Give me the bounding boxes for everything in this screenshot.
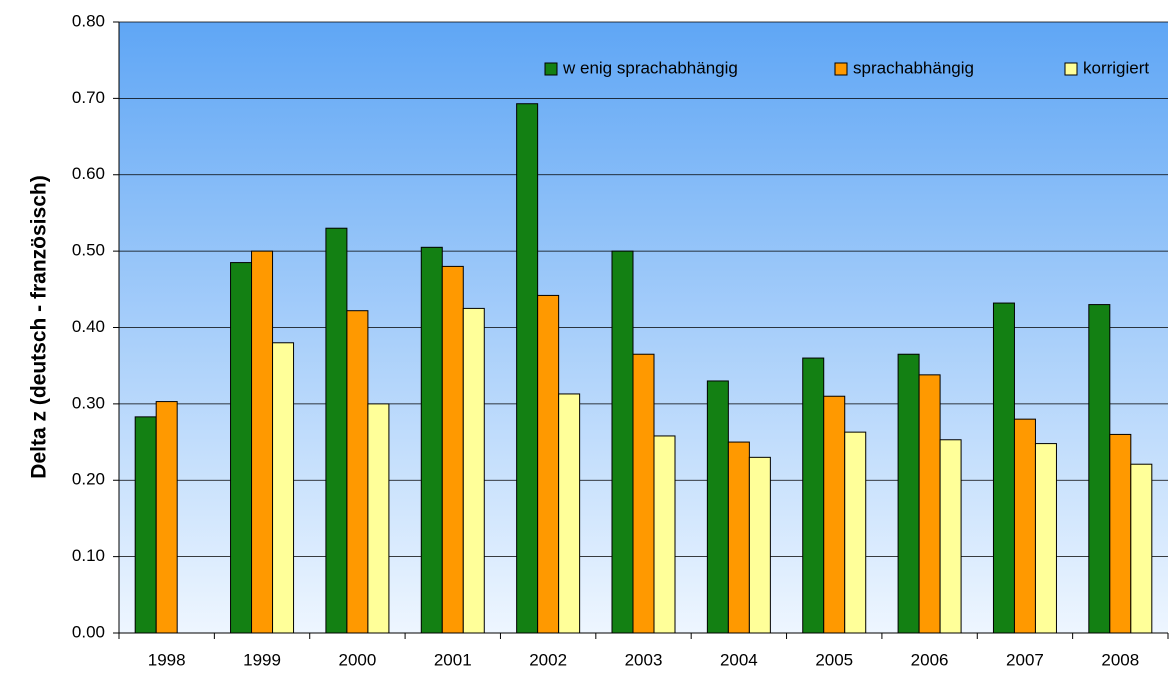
y-tick-label: 0.80 (72, 11, 105, 30)
x-tick-label: 2001 (434, 650, 472, 669)
bar (420, 246, 443, 634)
y-tick-label: 0.00 (72, 622, 105, 641)
legend-label: w enig sprachabhängig (562, 58, 738, 77)
y-axis-title: Delta z (deutsch - französisch) (28, 175, 51, 478)
bar (251, 250, 274, 634)
y-tick-label: 0.10 (72, 546, 105, 565)
bar (441, 265, 464, 634)
bar (537, 294, 560, 634)
x-tick-label: 2006 (911, 650, 949, 669)
x-tick-label: 2008 (1101, 650, 1139, 669)
y-tick-label: 0.30 (72, 393, 105, 412)
x-tick-label: 2000 (338, 650, 376, 669)
bar (727, 441, 750, 634)
bar (1034, 443, 1057, 634)
bar (367, 403, 390, 634)
bar (325, 227, 348, 634)
x-tick-label: 2005 (815, 650, 853, 669)
legend-label: korrigiert (1083, 58, 1149, 77)
bar (939, 439, 962, 634)
y-tick-label: 0.20 (72, 470, 105, 489)
bar (230, 262, 253, 634)
bar (802, 357, 825, 634)
x-tick-label: 1998 (148, 650, 186, 669)
bar (823, 395, 846, 634)
x-tick-label: 2003 (625, 650, 663, 669)
bar (918, 374, 941, 634)
y-tick-label: 0.60 (72, 164, 105, 183)
bar (653, 435, 676, 634)
bar (272, 342, 295, 634)
x-tick-label: 2007 (1006, 650, 1044, 669)
legend-swatch (1064, 62, 1078, 76)
bar (611, 250, 634, 634)
bar (748, 456, 771, 634)
bar (844, 431, 867, 634)
bar (1109, 433, 1132, 634)
bar (992, 302, 1015, 634)
y-tick-label: 0.40 (72, 317, 105, 336)
bar (706, 380, 729, 634)
bar (155, 401, 178, 634)
bar (462, 307, 485, 634)
bar (134, 416, 157, 634)
y-tick-label: 0.50 (72, 241, 105, 260)
x-tick-label: 1999 (243, 650, 281, 669)
x-tick-label: 2002 (529, 650, 567, 669)
legend-swatch (834, 62, 848, 76)
bar (1013, 418, 1036, 634)
bar (897, 353, 920, 634)
legend-swatch (544, 62, 558, 76)
legend-label: sprachabhängig (853, 58, 974, 77)
bar (346, 310, 369, 634)
bar (516, 103, 539, 634)
bar (1088, 304, 1111, 634)
bar (558, 393, 581, 634)
bar (1130, 463, 1153, 634)
bar (632, 353, 655, 634)
x-tick-label: 2004 (720, 650, 758, 669)
y-tick-label: 0.70 (72, 88, 105, 107)
